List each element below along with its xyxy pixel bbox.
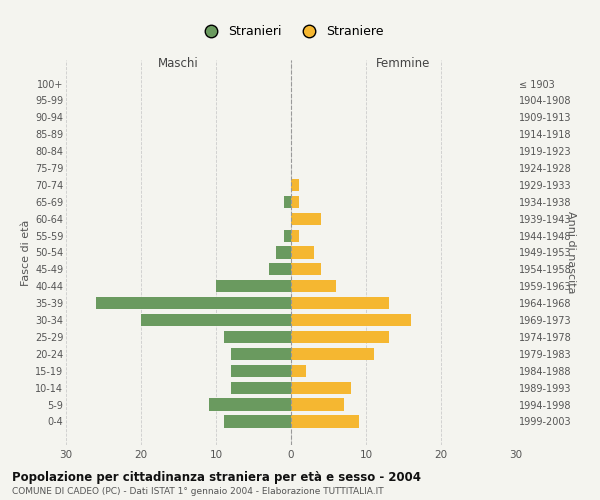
Bar (284, 230, 291, 241)
Bar (291, 382, 351, 394)
Bar (231, 348, 291, 360)
Bar (291, 416, 359, 428)
Bar (291, 196, 299, 208)
Bar (231, 364, 291, 377)
Bar (291, 364, 306, 377)
Text: Femmine: Femmine (376, 57, 431, 70)
Bar (231, 382, 291, 394)
Bar (291, 212, 321, 225)
Bar (291, 264, 321, 276)
Bar (141, 314, 291, 326)
Bar (291, 230, 299, 241)
Bar (291, 398, 343, 410)
Bar (223, 331, 291, 343)
Bar (269, 264, 291, 276)
Bar (291, 297, 389, 310)
Text: COMUNE DI CADEO (PC) - Dati ISTAT 1° gennaio 2004 - Elaborazione TUTTITALIA.IT: COMUNE DI CADEO (PC) - Dati ISTAT 1° gen… (12, 487, 383, 496)
Bar (291, 179, 299, 191)
Legend: Stranieri, Straniere: Stranieri, Straniere (193, 20, 389, 43)
Bar (291, 246, 314, 258)
Text: Maschi: Maschi (158, 57, 199, 70)
Y-axis label: Fasce di età: Fasce di età (20, 220, 31, 286)
Bar (291, 331, 389, 343)
Bar (276, 246, 291, 258)
Bar (291, 348, 373, 360)
Bar (291, 314, 411, 326)
Y-axis label: Anni di nascita: Anni di nascita (566, 211, 575, 294)
Bar (216, 280, 291, 292)
Text: Popolazione per cittadinanza straniera per età e sesso - 2004: Popolazione per cittadinanza straniera p… (12, 472, 421, 484)
Bar (284, 196, 291, 208)
Bar (291, 280, 336, 292)
Bar (223, 416, 291, 428)
Bar (96, 297, 291, 310)
Bar (209, 398, 291, 410)
